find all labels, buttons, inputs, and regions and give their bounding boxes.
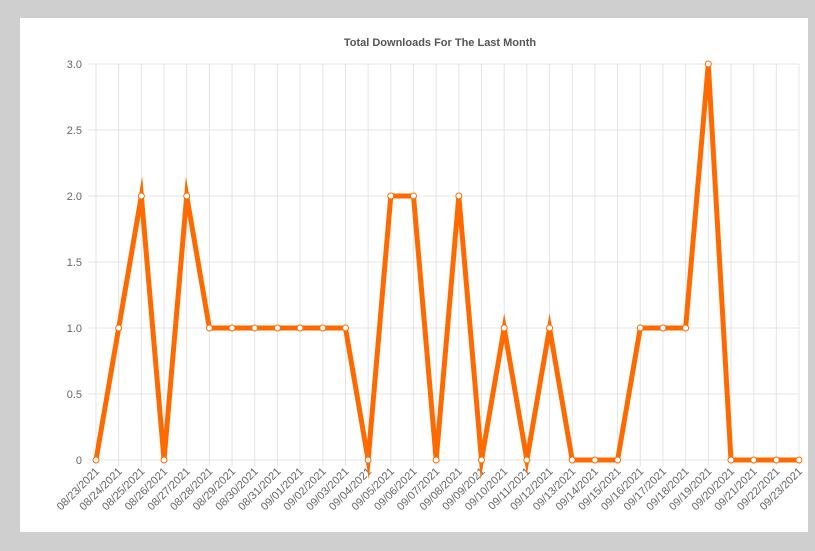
point xyxy=(319,324,327,332)
point xyxy=(160,456,168,464)
point xyxy=(409,192,417,200)
point xyxy=(205,324,213,332)
point xyxy=(251,324,259,332)
point xyxy=(591,456,599,464)
point xyxy=(659,324,667,332)
point xyxy=(228,324,236,332)
y-tick-label: 1.5 xyxy=(67,257,82,269)
y-tick-label: 3.0 xyxy=(67,59,82,71)
chart-panel xyxy=(20,18,808,532)
y-tick-label: 1.0 xyxy=(67,323,82,335)
point xyxy=(296,324,304,332)
point xyxy=(614,456,622,464)
point xyxy=(636,324,644,332)
point xyxy=(92,456,100,464)
point xyxy=(682,324,690,332)
chart-title: Total Downloads For The Last Month xyxy=(344,37,537,49)
point xyxy=(546,324,554,332)
point xyxy=(568,456,576,464)
point xyxy=(704,60,712,68)
point xyxy=(273,324,281,332)
y-tick-label: 0.5 xyxy=(67,389,82,401)
point xyxy=(183,192,191,200)
y-tick-label: 0 xyxy=(76,455,82,467)
line xyxy=(93,63,799,480)
point xyxy=(478,456,486,464)
y-tick-label: 2.0 xyxy=(67,191,82,203)
point xyxy=(364,456,372,464)
point xyxy=(115,324,123,332)
point xyxy=(500,324,508,332)
point xyxy=(727,456,735,464)
point xyxy=(455,192,463,200)
point xyxy=(387,192,395,200)
point xyxy=(772,456,780,464)
point xyxy=(523,456,531,464)
point xyxy=(750,456,758,464)
y-tick-label: 2.5 xyxy=(67,125,82,137)
point xyxy=(795,456,803,464)
point xyxy=(137,192,145,200)
point xyxy=(341,324,349,332)
point xyxy=(432,456,440,464)
